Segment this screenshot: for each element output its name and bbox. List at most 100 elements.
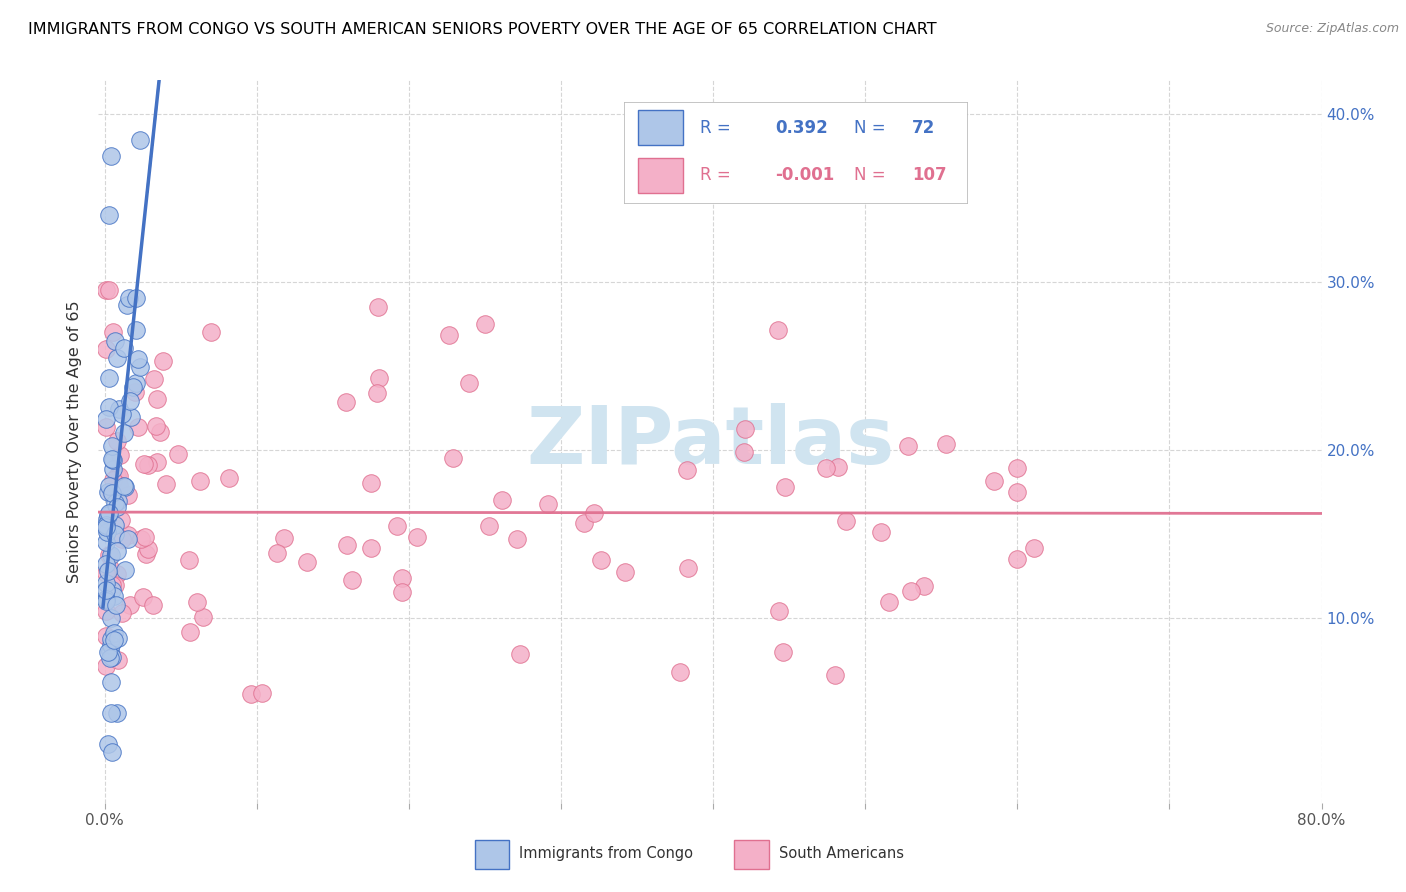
Point	[437, 328, 460, 343]
Point	[1007, 485, 1029, 500]
Point	[509, 647, 531, 661]
Point	[107, 631, 129, 645]
Point	[155, 476, 177, 491]
Point	[98, 651, 121, 665]
Point	[114, 563, 136, 577]
Point	[97, 371, 120, 385]
Point	[112, 341, 135, 355]
Point	[118, 598, 141, 612]
Point	[669, 665, 692, 679]
Point	[1022, 541, 1045, 555]
Point	[135, 547, 157, 561]
Point	[105, 434, 128, 448]
Point	[103, 626, 125, 640]
Point	[218, 471, 240, 485]
Point	[676, 561, 699, 575]
Point	[266, 546, 288, 560]
Point	[143, 372, 166, 386]
Point	[912, 579, 935, 593]
Point	[105, 500, 128, 514]
Point	[111, 533, 134, 547]
Point	[98, 208, 121, 222]
Point	[136, 541, 159, 556]
Point	[101, 452, 124, 467]
Point	[368, 371, 391, 385]
Point	[96, 737, 118, 751]
Point	[896, 439, 918, 453]
Point	[146, 455, 169, 469]
Point	[94, 534, 117, 549]
Point	[107, 653, 129, 667]
Point	[105, 351, 128, 365]
Point	[100, 675, 122, 690]
Point	[340, 574, 363, 588]
Point	[120, 410, 142, 425]
Point	[104, 598, 127, 612]
Text: ZIPatlas: ZIPatlas	[526, 402, 894, 481]
Point	[101, 452, 124, 467]
Point	[107, 494, 129, 508]
Point	[110, 513, 132, 527]
Point	[295, 555, 318, 569]
Point	[149, 425, 172, 439]
Point	[134, 531, 156, 545]
Point	[104, 496, 127, 510]
Point	[124, 323, 146, 337]
Point	[98, 506, 121, 520]
Point	[613, 565, 636, 579]
Point	[104, 334, 127, 348]
Point	[112, 426, 135, 441]
Point	[97, 508, 120, 522]
Point	[478, 519, 501, 533]
Point	[117, 488, 139, 502]
Point	[97, 485, 120, 500]
Point	[100, 549, 122, 563]
Point	[100, 149, 122, 163]
Point	[100, 485, 122, 500]
Point	[98, 644, 121, 658]
Point	[104, 518, 127, 533]
Point	[94, 629, 117, 643]
Point	[152, 353, 174, 368]
Point	[815, 461, 838, 475]
Point	[94, 582, 117, 597]
Point	[105, 468, 128, 483]
Point	[100, 611, 122, 625]
Point	[142, 598, 165, 612]
Point	[127, 420, 149, 434]
Point	[188, 475, 211, 489]
Point	[100, 632, 122, 646]
Point	[367, 300, 389, 314]
Point	[772, 645, 794, 659]
Point	[129, 360, 152, 375]
Point	[97, 645, 120, 659]
Point	[96, 566, 118, 581]
Point	[94, 342, 117, 356]
Point	[115, 298, 138, 312]
Point	[125, 291, 148, 305]
Point	[983, 474, 1005, 488]
Point	[733, 444, 755, 458]
Point	[145, 419, 167, 434]
Point	[191, 610, 214, 624]
Point	[118, 291, 141, 305]
Point	[572, 516, 595, 530]
Point	[870, 525, 893, 540]
Point	[250, 686, 273, 700]
Point	[768, 604, 790, 618]
Point	[105, 567, 128, 582]
Point	[94, 557, 117, 571]
Point	[97, 479, 120, 493]
Point	[101, 440, 124, 454]
Point	[132, 457, 155, 471]
Point	[96, 524, 118, 539]
Point	[111, 607, 134, 621]
Point	[103, 633, 125, 648]
Point	[107, 401, 129, 416]
Point	[94, 411, 117, 425]
Point	[935, 437, 957, 451]
Point	[360, 541, 382, 555]
Point	[360, 475, 382, 490]
Point	[98, 561, 121, 575]
Point	[101, 486, 124, 500]
